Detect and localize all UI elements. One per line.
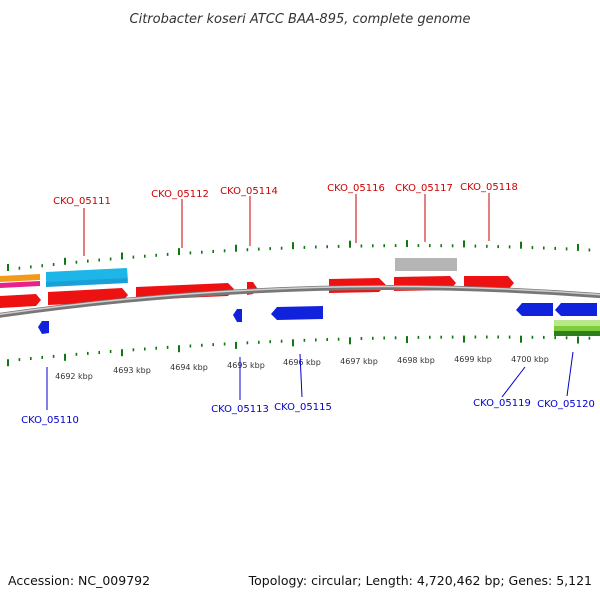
gene-label-reverse[interactable]: CKO_05119 (473, 398, 531, 409)
magenta-band (0, 281, 40, 288)
forward-gene-labels: CKO_05111 CKO_05112 CKO_05114 CKO_05116 … (53, 182, 518, 256)
scale-label: 4696 kbp (283, 358, 321, 367)
green-band (554, 326, 600, 331)
gene-label-forward[interactable]: CKO_05118 (460, 182, 518, 193)
scale-label: 4694 kbp (170, 363, 208, 372)
gene-label-forward[interactable]: CKO_05114 (220, 186, 278, 197)
scale-label: 4693 kbp (113, 366, 151, 375)
scale-label: 4692 kbp (55, 372, 93, 381)
light-green-band (554, 320, 600, 326)
gene-label-reverse[interactable]: CKO_05110 (21, 415, 79, 426)
grey-band (395, 258, 457, 271)
scale-label: 4700 kbp (511, 355, 549, 364)
gene-label-reverse[interactable]: CKO_05115 (274, 402, 332, 413)
gene-label-forward[interactable]: CKO_05112 (151, 189, 209, 200)
gene-reverse[interactable] (38, 321, 49, 334)
genome-backbone-highlight (0, 285, 600, 316)
inner-tick-row (7, 335, 591, 367)
gene-reverse[interactable] (516, 303, 553, 316)
scale-label: 4698 kbp (397, 356, 435, 365)
gene-reverse[interactable] (233, 309, 242, 322)
gene-forward[interactable] (0, 294, 41, 308)
reverse-genes (38, 303, 597, 334)
gene-reverse[interactable] (555, 303, 597, 316)
gene-label-reverse[interactable]: CKO_05120 (537, 399, 595, 410)
scale-label: 4697 kbp (340, 357, 378, 366)
gene-label-forward[interactable]: CKO_05111 (53, 196, 111, 207)
dark-green-band (554, 331, 600, 336)
gene-reverse[interactable] (271, 306, 323, 320)
gene-label-forward[interactable]: CKO_05116 (327, 183, 385, 194)
scale-label: 4699 kbp (454, 355, 492, 364)
genome-backbone (0, 285, 600, 318)
cyan-band-lower (46, 278, 128, 287)
orange-band (0, 274, 40, 282)
outer-tick-row (7, 240, 591, 271)
gene-label-forward[interactable]: CKO_05117 (395, 183, 453, 194)
accession-text: Accession: NC_009792 (8, 573, 150, 588)
map-title: Citrobacter koseri ATCC BAA-895, complet… (130, 12, 471, 27)
genome-info-text: Topology: circular; Length: 4,720,462 bp… (248, 573, 592, 588)
gene-label-reverse[interactable]: CKO_05113 (211, 404, 269, 415)
reverse-gene-labels: CKO_05110 CKO_05113 CKO_05115 CKO_05119 … (21, 351, 595, 426)
scale-label: 4695 kbp (227, 361, 265, 370)
